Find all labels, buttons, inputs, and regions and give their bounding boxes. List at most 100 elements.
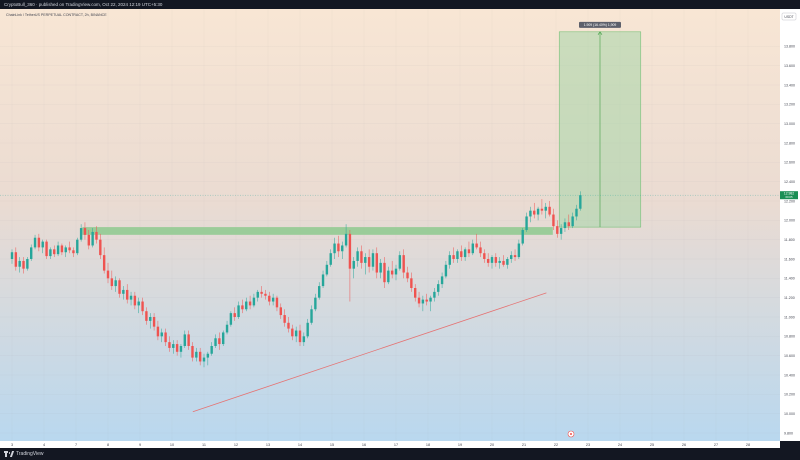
candle-down <box>156 320 160 341</box>
candle-body <box>329 253 332 265</box>
candle-body <box>440 276 444 285</box>
candle-body <box>344 233 348 246</box>
candle-up <box>490 255 494 269</box>
candle-body <box>517 243 521 258</box>
candle-up <box>30 244 33 261</box>
candle-up <box>183 330 186 348</box>
candlestick-chart[interactable]: ChainLink / TetherUS PERPETUAL CONTRACT,… <box>0 9 800 448</box>
candle-body <box>18 260 21 267</box>
candle-down <box>68 241 71 254</box>
candle-body <box>341 245 344 252</box>
candle-up <box>448 251 451 269</box>
candle-up <box>314 293 317 312</box>
candle-body <box>198 351 202 362</box>
candle-body <box>195 351 198 358</box>
candle-body <box>463 249 467 258</box>
candle-body <box>383 262 386 283</box>
candle-body <box>394 268 398 275</box>
candle-up <box>394 264 398 281</box>
candle-up <box>33 234 37 250</box>
candle-down <box>567 214 570 230</box>
candle-body <box>352 260 355 269</box>
chart-area[interactable]: ChainLink / TetherUS PERPETUAL CONTRACT,… <box>0 9 800 448</box>
candle-body <box>479 247 482 254</box>
candle-body <box>379 262 382 273</box>
candle-up <box>329 249 332 267</box>
candle-body <box>229 313 233 325</box>
candle-up <box>172 340 175 354</box>
candle-body <box>306 322 309 337</box>
candle-body <box>506 259 509 265</box>
candle-body <box>145 311 148 321</box>
candle-body <box>110 278 114 287</box>
candle-up <box>433 288 436 302</box>
candle-body <box>333 243 336 254</box>
candle-body <box>164 332 167 343</box>
candle-body <box>264 293 267 296</box>
candle-body <box>456 251 459 259</box>
candle-body <box>421 299 425 304</box>
candle-up <box>398 251 402 271</box>
y-tick-label: 13.600 <box>784 64 795 68</box>
candle-body <box>225 324 229 333</box>
trendline <box>192 292 547 413</box>
candle-up <box>371 249 375 271</box>
publish-caption: CryptoBull_360 · published on TradingVie… <box>4 2 163 7</box>
candle-body <box>494 257 498 263</box>
candle-up <box>76 237 79 256</box>
price-axis: 13.800 13.600 13.400 13.200 13.000 12.800 12.6… <box>784 45 795 436</box>
candle-up <box>463 247 467 261</box>
plot-background <box>0 9 780 441</box>
candle-body <box>183 334 186 346</box>
candle-up <box>202 353 206 368</box>
candle-body <box>563 222 567 229</box>
candle-up <box>536 206 540 221</box>
candle-body <box>321 274 325 287</box>
candle-body <box>425 299 428 302</box>
candle-body <box>467 249 471 254</box>
last-price-tag <box>780 191 798 200</box>
candle-down <box>410 272 413 292</box>
candle-up <box>79 224 83 242</box>
currency-label: USDT <box>784 15 793 19</box>
y-tick-label: 11.400 <box>784 277 795 281</box>
candle-up <box>310 305 313 325</box>
x-tick-label: 4 <box>43 443 45 447</box>
candle-body <box>160 332 163 337</box>
candle-up <box>195 347 198 362</box>
candle-up <box>544 202 547 219</box>
candle-body <box>14 252 18 267</box>
candle-body <box>486 259 490 263</box>
candle-down <box>291 324 294 341</box>
candle-body <box>206 353 210 358</box>
candle-body <box>513 255 517 258</box>
x-tick-label: 28 <box>746 443 750 447</box>
y-tick-label: 13.800 <box>784 45 795 49</box>
candle-body <box>22 260 25 269</box>
candle-body <box>367 257 371 267</box>
candle-body <box>502 260 505 265</box>
candle-down <box>360 245 363 269</box>
candle-body <box>133 295 137 306</box>
candle-body <box>137 301 140 306</box>
candle-down <box>22 257 25 274</box>
candle-body <box>114 280 117 287</box>
y-tick-label: 11.800 <box>784 238 795 242</box>
candle-body <box>348 233 352 269</box>
candle-down <box>425 293 428 306</box>
candle-body <box>222 332 225 345</box>
y-tick-label: 12.000 <box>784 219 795 223</box>
candle-down <box>45 239 48 259</box>
candle-body <box>191 346 194 358</box>
candle-body <box>529 210 532 217</box>
candle-down <box>402 249 405 279</box>
candle-up <box>306 318 309 339</box>
candle-body <box>245 301 248 310</box>
candle-down <box>191 342 194 362</box>
candle-up <box>225 320 229 335</box>
candle-body <box>118 280 121 294</box>
candle-body <box>256 291 259 298</box>
candle-body <box>310 309 313 323</box>
candle-down <box>145 307 148 325</box>
candle-body <box>452 255 455 259</box>
